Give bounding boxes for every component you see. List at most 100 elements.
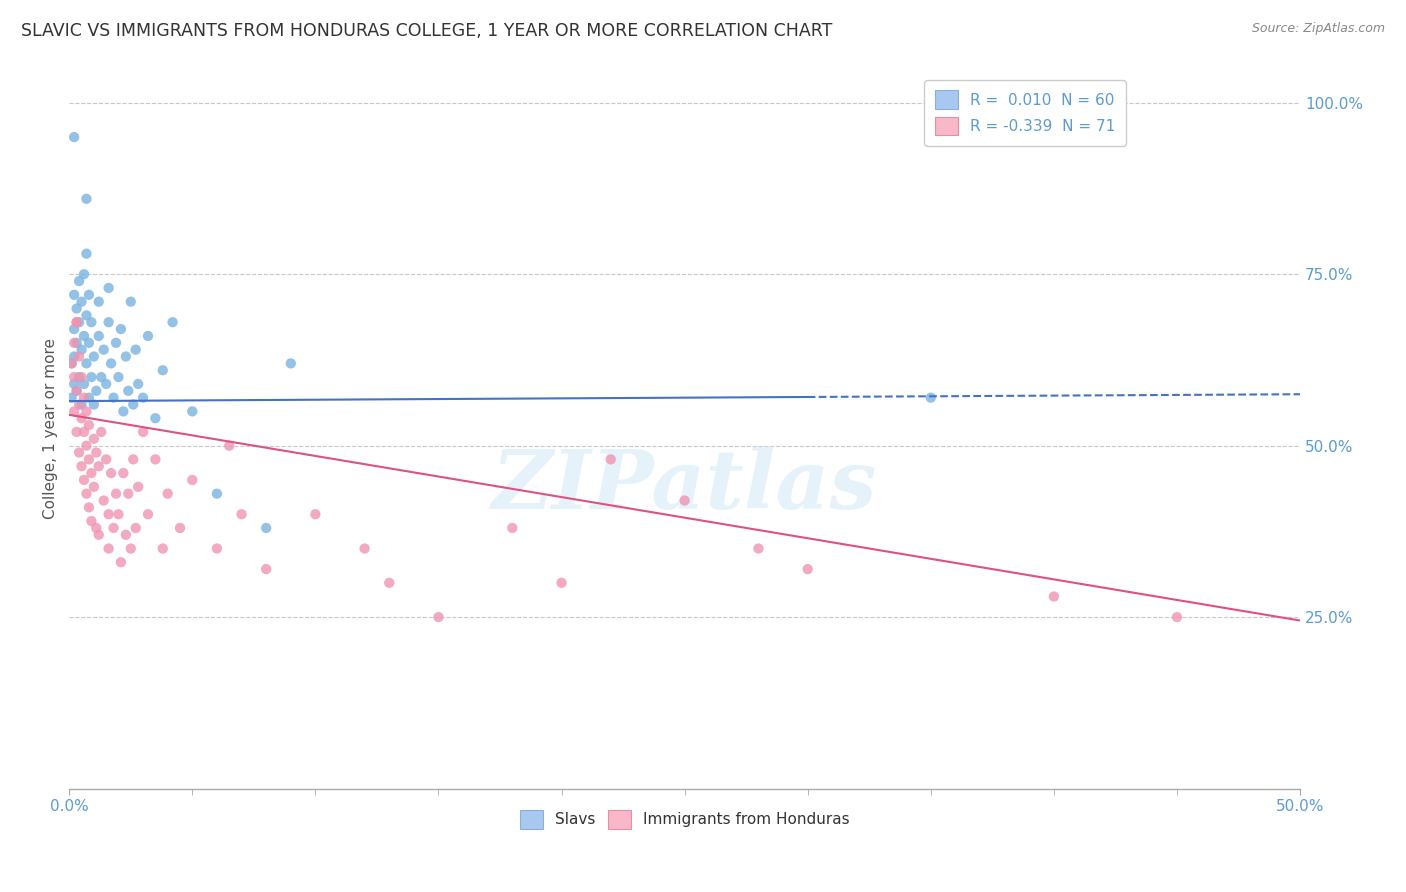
Point: [125, 343, 148, 357]
Point: [501, 521, 523, 535]
Point: [73, 473, 96, 487]
Point: [115, 528, 138, 542]
Point: [75, 439, 97, 453]
Point: [65, 315, 87, 329]
Point: [152, 363, 174, 377]
Point: [87, 294, 110, 309]
Point: [181, 473, 204, 487]
Point: [673, 493, 696, 508]
Point: [100, 356, 122, 370]
Point: [60, 356, 83, 370]
Point: [77, 418, 100, 433]
Point: [110, 555, 132, 569]
Point: [125, 521, 148, 535]
Point: [378, 575, 401, 590]
Point: [83, 432, 105, 446]
Point: [97, 507, 120, 521]
Point: [75, 246, 97, 260]
Point: [63, 130, 86, 145]
Point: [70, 294, 93, 309]
Point: [97, 281, 120, 295]
Point: [77, 335, 100, 350]
Point: [796, 562, 818, 576]
Point: [60, 356, 83, 370]
Point: [920, 391, 942, 405]
Point: [103, 521, 125, 535]
Point: [93, 493, 115, 508]
Point: [747, 541, 769, 556]
Point: [65, 425, 87, 439]
Point: [84, 445, 107, 459]
Point: [83, 398, 105, 412]
Point: [96, 452, 118, 467]
Point: [132, 391, 155, 405]
Point: [75, 356, 97, 370]
Point: [97, 315, 120, 329]
Point: [80, 466, 103, 480]
Point: [90, 425, 112, 439]
Point: [105, 486, 128, 500]
Point: [63, 350, 86, 364]
Point: [205, 541, 228, 556]
Point: [254, 521, 277, 535]
Point: [67, 398, 90, 412]
Text: Source: ZipAtlas.com: Source: ZipAtlas.com: [1251, 22, 1385, 36]
Point: [77, 452, 100, 467]
Point: [107, 507, 129, 521]
Point: [73, 425, 96, 439]
Point: [70, 398, 93, 412]
Point: [77, 288, 100, 302]
Point: [254, 562, 277, 576]
Point: [80, 315, 103, 329]
Point: [353, 541, 375, 556]
Point: [110, 322, 132, 336]
Point: [65, 384, 87, 398]
Point: [70, 459, 93, 474]
Point: [63, 376, 86, 391]
Point: [103, 391, 125, 405]
Point: [75, 309, 97, 323]
Point: [65, 384, 87, 398]
Point: [599, 452, 621, 467]
Point: [205, 486, 228, 500]
Point: [83, 350, 105, 364]
Point: [120, 541, 142, 556]
Point: [63, 322, 86, 336]
Point: [162, 315, 184, 329]
Point: [73, 267, 96, 281]
Point: [80, 370, 103, 384]
Point: [145, 411, 167, 425]
Point: [96, 376, 118, 391]
Point: [60, 391, 83, 405]
Point: [65, 301, 87, 316]
Point: [73, 376, 96, 391]
Point: [73, 391, 96, 405]
Point: [87, 528, 110, 542]
Point: [107, 370, 129, 384]
Point: [65, 315, 87, 329]
Point: [97, 541, 120, 556]
Point: [127, 376, 149, 391]
Point: [304, 507, 326, 521]
Point: [115, 350, 138, 364]
Text: SLAVIC VS IMMIGRANTS FROM HONDURAS COLLEGE, 1 YEAR OR MORE CORRELATION CHART: SLAVIC VS IMMIGRANTS FROM HONDURAS COLLE…: [21, 22, 832, 40]
Point: [63, 404, 86, 418]
Point: [117, 384, 139, 398]
Point: [63, 288, 86, 302]
Point: [112, 404, 135, 418]
Point: [75, 486, 97, 500]
Y-axis label: College, 1 year or more: College, 1 year or more: [44, 338, 58, 519]
Point: [67, 350, 90, 364]
Point: [67, 274, 90, 288]
Point: [84, 521, 107, 535]
Point: [84, 384, 107, 398]
Point: [181, 404, 204, 418]
Point: [65, 335, 87, 350]
Point: [87, 459, 110, 474]
Point: [231, 507, 253, 521]
Point: [122, 452, 145, 467]
Point: [70, 343, 93, 357]
Point: [67, 445, 90, 459]
Point: [169, 521, 191, 535]
Point: [77, 391, 100, 405]
